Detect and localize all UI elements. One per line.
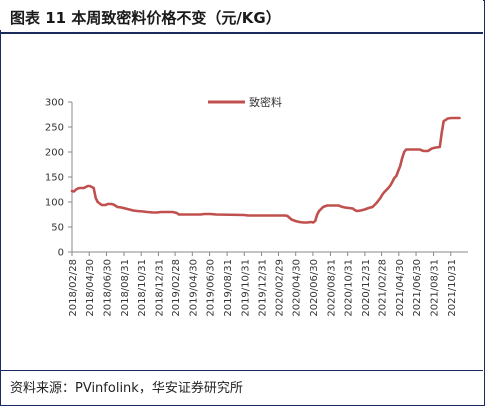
- y-tick-label: 300: [45, 98, 64, 109]
- chart-legend: 致密料: [208, 95, 282, 109]
- header-rule: [0, 32, 483, 34]
- x-tick-label: 2018/10/31: [137, 259, 148, 317]
- x-tick-label: 2019/10/31: [240, 259, 251, 317]
- figure-header: 图表 11 本周致密料价格不变（元/KG）: [0, 0, 483, 30]
- x-tick-label: 2018/06/30: [102, 259, 113, 317]
- series-line: [70, 116, 461, 224]
- x-tick-label: 2020/06/30: [309, 259, 320, 317]
- y-tick-label: 50: [51, 223, 64, 234]
- y-tick-label: 0: [58, 248, 64, 259]
- x-tick-label: 2020/12/31: [361, 259, 372, 317]
- x-tick-label: 2019/12/31: [258, 259, 269, 317]
- x-tick-label: 2021/10/31: [447, 259, 458, 317]
- x-tick-label: 2019/02/28: [171, 259, 182, 317]
- x-tick-label: 2018/04/30: [85, 259, 96, 317]
- y-tick-label: 200: [45, 148, 64, 159]
- x-tick-label: 2019/08/31: [223, 259, 234, 317]
- x-tick-label: 2020/10/31: [344, 259, 355, 317]
- x-axis: 2018/02/28 2018/04/30 2018/06/30 2018/08/31…: [68, 251, 468, 317]
- legend-label: 致密料: [249, 95, 282, 109]
- footer-rule: [0, 370, 483, 371]
- y-axis: 0 50 100 150 200 250 300: [45, 98, 73, 259]
- x-tick-label: 2018/08/31: [120, 259, 131, 317]
- x-tick-label: 2021/06/30: [412, 259, 423, 317]
- x-tick-label: 2019/04/30: [188, 259, 199, 317]
- x-tick-label: 2020/04/30: [292, 259, 303, 317]
- x-tick-label: 2020/02/29: [274, 259, 285, 317]
- y-tick-label: 100: [45, 198, 64, 209]
- x-tick-label: 2019/06/30: [206, 259, 217, 317]
- y-tick-label: 250: [45, 123, 64, 134]
- x-tick-label: 2021/02/28: [378, 259, 389, 317]
- series-layer: [70, 116, 461, 224]
- figure-title: 图表 11 本周致密料价格不变（元/KG）: [10, 9, 281, 27]
- y-tick-label: 150: [45, 173, 64, 184]
- x-tick-label: 2021/04/30: [395, 259, 406, 317]
- source-note: 资料来源：PVinfolink，华安证券研究所: [10, 381, 243, 396]
- x-tick-label: 2018/12/31: [154, 259, 165, 317]
- x-tick-label: 2021/08/31: [430, 259, 441, 317]
- x-tick-label: 2020/08/31: [326, 259, 337, 317]
- x-tick-label: 2018/02/28: [68, 259, 79, 317]
